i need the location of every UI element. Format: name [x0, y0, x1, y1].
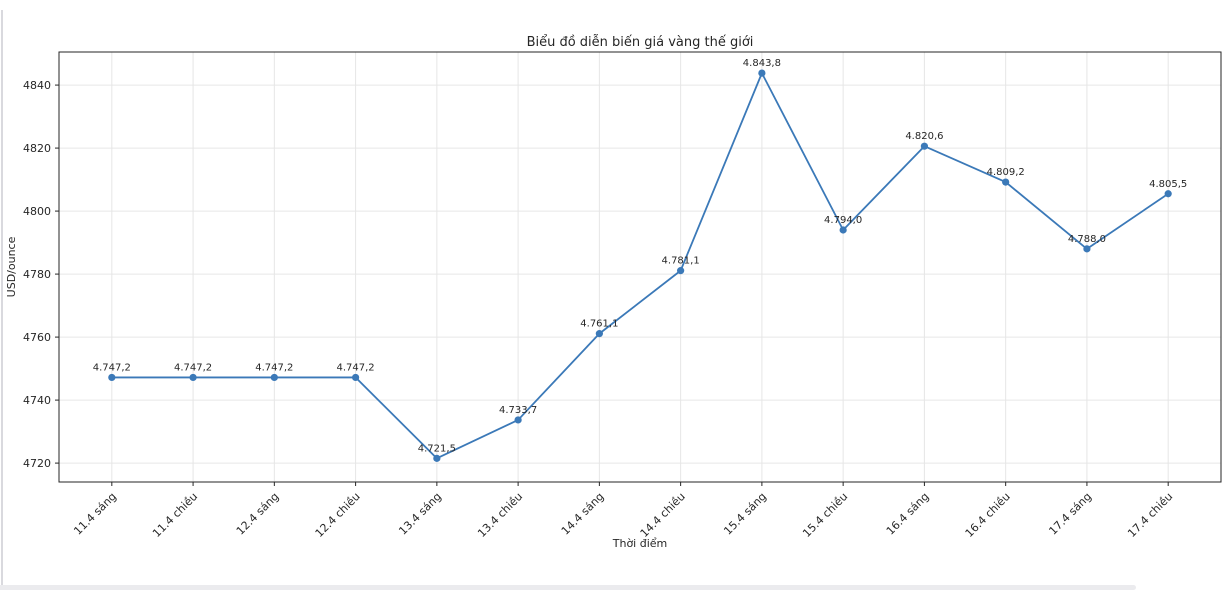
x-tick-label: 15.4 sáng: [721, 490, 769, 538]
data-point-marker: [270, 373, 278, 382]
x-tick-label: 14.4 chiều: [638, 490, 688, 540]
data-point-label: 4.733,7: [499, 405, 537, 416]
price-line: [110, 72, 1170, 460]
x-tick-label: 12.4 sáng: [234, 490, 282, 538]
x-tick-label: 13.4 sáng: [396, 490, 444, 538]
y-axis-title: USD/ounce: [5, 236, 18, 297]
data-point-label: 4.747,2: [337, 362, 375, 373]
data-points: 4.747,2 4.747,2 4.747,2 4.747,2 4.721,5 4.733…: [93, 58, 1187, 462]
data-point-label: 4.805,5: [1149, 179, 1187, 190]
y-tick-label: 4800: [23, 205, 51, 218]
gridlines: [59, 52, 1221, 482]
y-tick-label: 4740: [23, 394, 51, 407]
x-axis: 11.4 sáng 11.4 chiều 12.4 sáng 12.4 chiều 13…: [71, 482, 1175, 540]
data-point-marker: [1002, 178, 1010, 186]
data-point-label: 4.809,2: [987, 167, 1025, 178]
x-tick-label: 15.4 chiều: [800, 490, 850, 540]
data-point-marker: [920, 142, 929, 150]
data-point-marker: [1083, 245, 1091, 253]
y-axis: 4720 4740 4760 4780 4800 4820 4840: [23, 79, 59, 470]
y-tick-label: 4760: [23, 331, 51, 344]
data-point-label: 4.794,0: [824, 215, 862, 226]
y-tick-label: 4780: [23, 268, 51, 281]
data-point-marker: [189, 373, 197, 382]
data-point-marker: [758, 69, 766, 77]
y-tick-label: 4720: [23, 457, 51, 470]
x-tick-label: 16.4 chiều: [963, 490, 1013, 540]
data-point-label: 4.788,0: [1068, 234, 1106, 245]
y-tick-label: 4820: [23, 142, 51, 155]
data-point-label: 4.721,5: [418, 443, 456, 454]
x-tick-label: 16.4 sáng: [884, 490, 932, 538]
page-bottom-edge: [0, 585, 1136, 590]
data-point-marker: [1164, 190, 1172, 198]
data-point-marker: [595, 330, 603, 338]
plot-border: [58, 51, 1222, 483]
x-tick-label: 14.4 sáng: [559, 490, 607, 538]
y-tick-label: 4840: [23, 79, 51, 92]
x-tick-label: 12.4 chiều: [313, 490, 363, 540]
page-left-border: [1, 10, 3, 586]
data-point-marker: [514, 416, 522, 424]
data-point-marker: [108, 373, 116, 382]
data-point-label: 4.747,2: [255, 362, 293, 373]
x-tick-label: 17.4 chiều: [1125, 490, 1175, 540]
data-point-marker: [433, 454, 441, 462]
data-point-marker: [839, 226, 847, 234]
data-point-label: 4.820,6: [905, 131, 943, 142]
x-tick-label: 17.4 sáng: [1046, 490, 1094, 538]
data-point-label: 4.747,2: [93, 362, 131, 373]
x-tick-label: 11.4 chiều: [150, 490, 200, 540]
chart-title: Biểu đồ diễn biến giá vàng thế giới: [527, 35, 754, 50]
x-tick-label: 13.4 chiều: [475, 490, 525, 540]
data-point-label: 4.747,2: [174, 362, 212, 373]
data-point-marker: [677, 267, 685, 275]
data-point-marker: [351, 373, 360, 382]
x-tick-label: 11.4 sáng: [71, 490, 119, 538]
x-axis-title: Thời điểm: [612, 537, 668, 550]
data-point-label: 4.781,1: [662, 256, 700, 267]
data-point-label: 4.761,1: [580, 319, 618, 330]
data-point-label: 4.843,8: [743, 58, 781, 69]
